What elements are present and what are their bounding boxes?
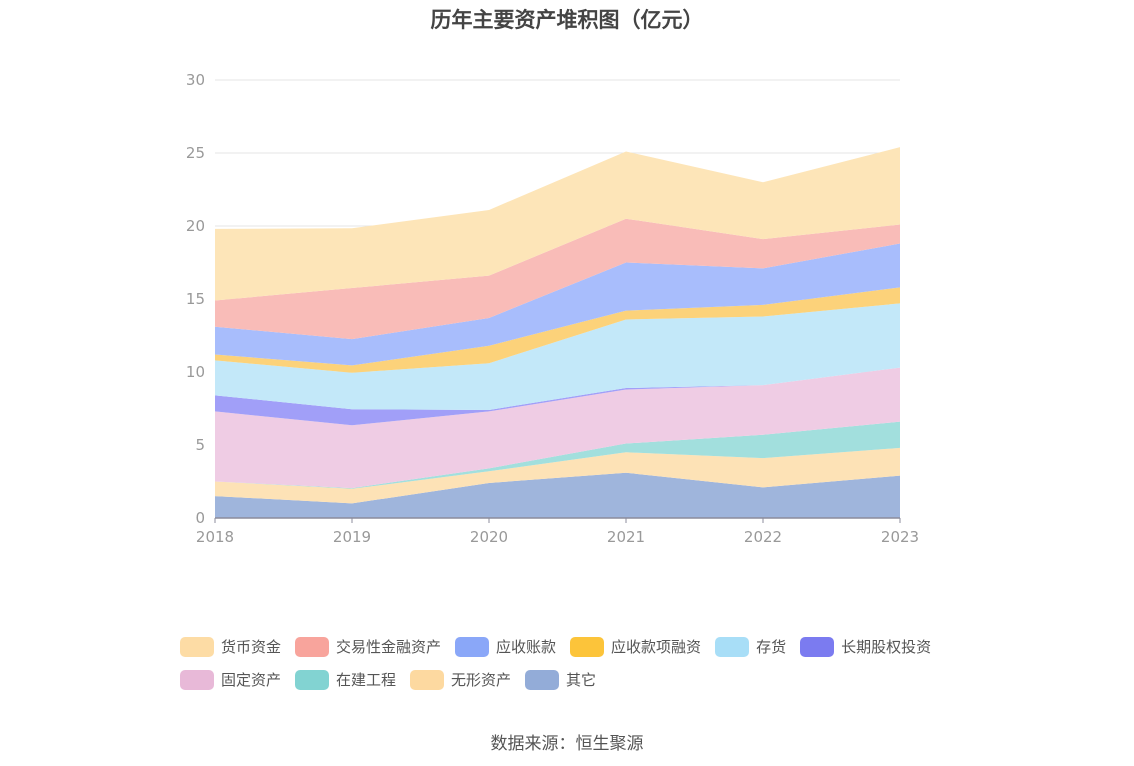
legend-item[interactable]: 货币资金 [180, 636, 281, 657]
legend-item[interactable]: 在建工程 [295, 669, 396, 690]
legend-item[interactable]: 长期股权投资 [800, 636, 931, 657]
legend-label: 货币资金 [221, 638, 282, 656]
chart-title: 历年主要资产堆积图（亿元） [430, 8, 704, 32]
legend-label: 在建工程 [336, 671, 397, 689]
legend-label: 长期股权投资 [841, 638, 932, 656]
legend-item[interactable]: 无形资产 [410, 669, 511, 690]
x-tick-label: 2023 [881, 528, 919, 546]
area-chart: 0 5 10 15 20 25 30 2018 2019 2020 2021 2022 2023 [186, 71, 919, 546]
area-series [215, 287, 900, 373]
area-series [215, 447, 900, 504]
legend-label: 应收款项融资 [611, 638, 702, 656]
legend-swatch [570, 636, 605, 657]
y-tick-label: 15 [186, 290, 205, 308]
axes: 0 5 10 15 20 25 30 2018 2019 2020 2021 2022 2023 [186, 71, 919, 546]
legend-item[interactable]: 交易性金融资产 [295, 636, 441, 657]
legend-item[interactable]: 其它 [525, 669, 596, 690]
legend-row: 货币资金 交易性金融资产 应收账款 应收款项融资 存货 长期股权投资 [180, 630, 980, 663]
x-tick-label: 2020 [470, 528, 508, 546]
stacked-areas [215, 147, 900, 518]
y-tick-label: 25 [186, 144, 205, 162]
area-series [215, 303, 900, 410]
area-series [215, 421, 900, 489]
y-tick-label: 20 [186, 217, 205, 235]
area-series [215, 367, 900, 489]
y-tick-label: 30 [186, 71, 205, 89]
legend-swatch [180, 636, 214, 657]
legend-swatch [295, 636, 330, 657]
legend-swatch [525, 669, 560, 690]
x-tick-label: 2018 [196, 528, 234, 546]
y-tick-label: 5 [195, 436, 205, 454]
legend-row: 固定资产 在建工程 无形资产 其它 [180, 663, 980, 696]
area-series [215, 147, 900, 301]
legend-item[interactable]: 应收账款 [455, 636, 556, 657]
legend-label: 交易性金融资产 [336, 638, 442, 656]
legend-swatch [455, 636, 490, 657]
legend-item[interactable]: 固定资产 [180, 669, 281, 690]
legend-label: 无形资产 [451, 671, 512, 689]
legend: 货币资金 交易性金融资产 应收账款 应收款项融资 存货 长期股权投资 固定资产 在建工程 无形… [180, 630, 980, 696]
area-series [215, 367, 900, 426]
legend-label: 应收账款 [496, 638, 557, 656]
x-tick-label: 2021 [607, 528, 645, 546]
area-series [215, 472, 900, 518]
legend-swatch [410, 669, 445, 690]
legend-label: 其它 [566, 671, 597, 689]
legend-swatch [715, 636, 750, 657]
legend-item[interactable]: 存货 [715, 636, 786, 657]
area-series [215, 218, 900, 340]
legend-label: 存货 [756, 638, 787, 656]
y-tick-label: 0 [195, 509, 205, 527]
area-series [215, 243, 900, 366]
legend-swatch [800, 636, 835, 657]
x-tick-label: 2019 [333, 528, 371, 546]
legend-swatch [180, 669, 214, 690]
legend-label: 固定资产 [221, 671, 282, 689]
y-tick-label: 10 [186, 363, 205, 381]
x-tick-label: 2022 [744, 528, 782, 546]
legend-item[interactable]: 应收款项融资 [570, 636, 701, 657]
data-source-note: 数据来源：恒生聚源 [490, 734, 644, 754]
legend-swatch [295, 669, 330, 690]
